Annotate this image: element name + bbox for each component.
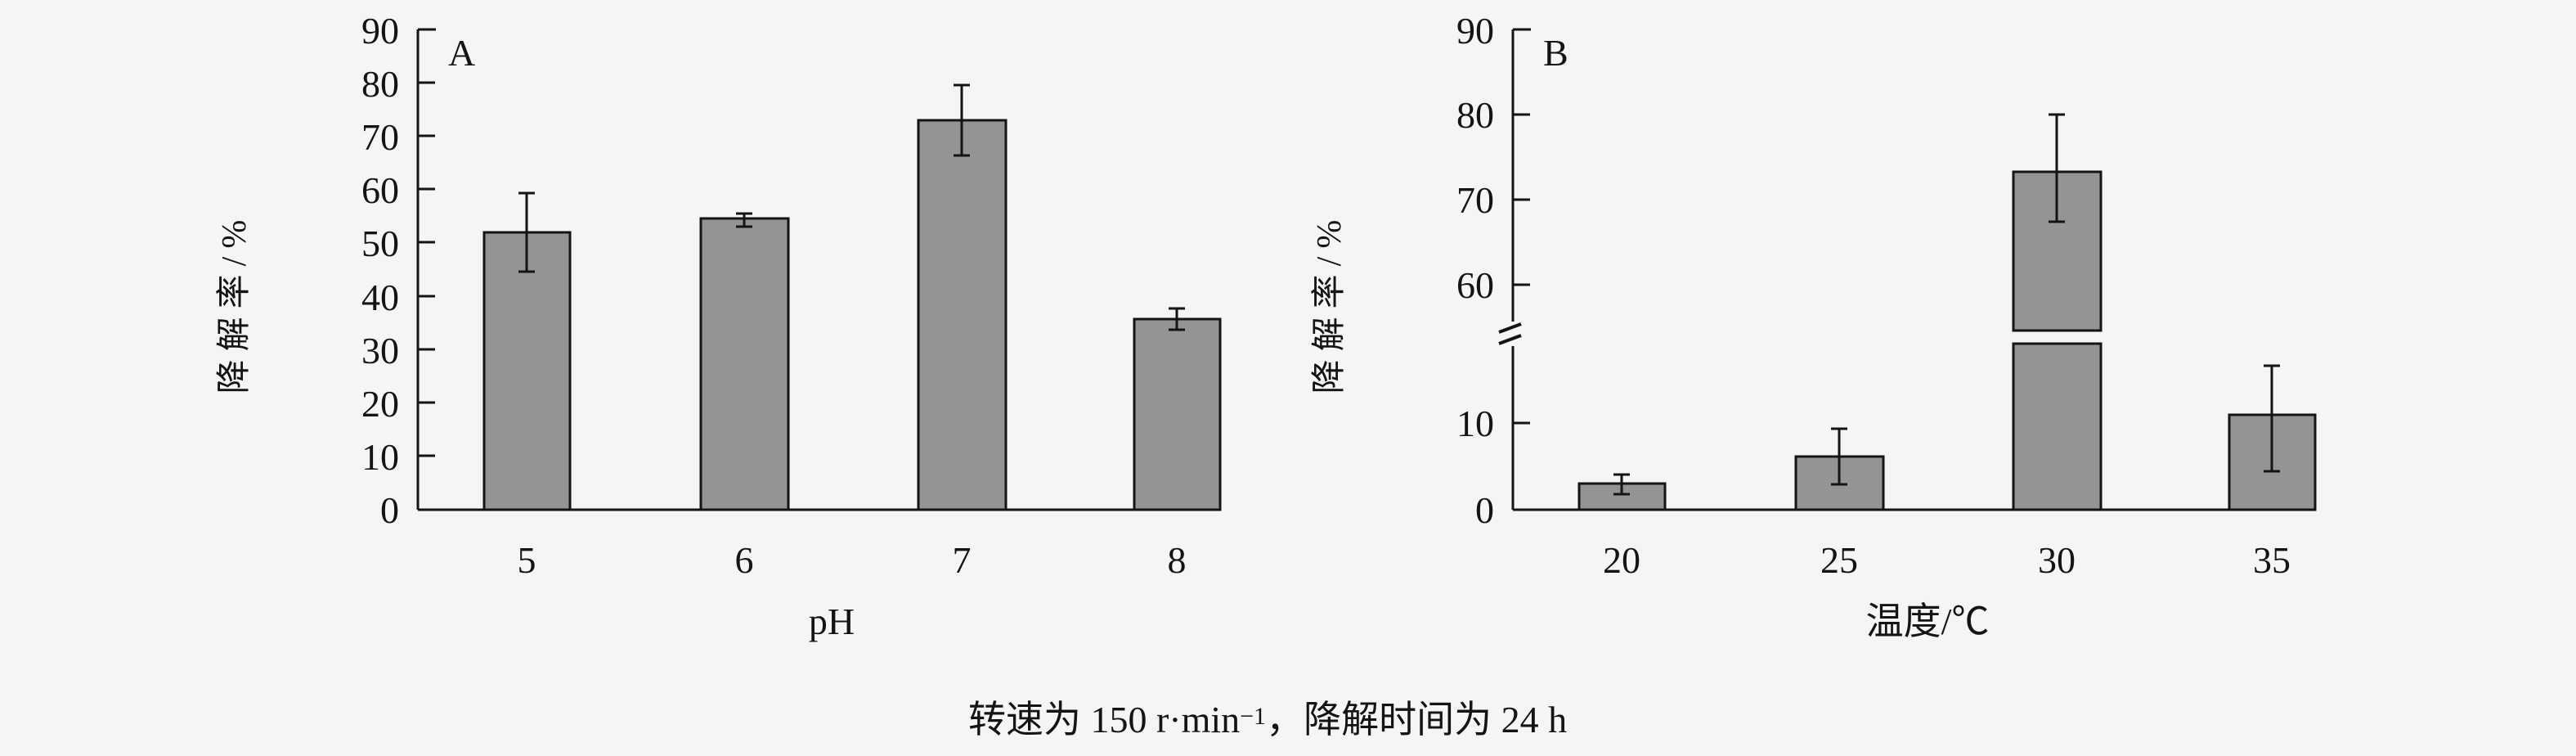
svg-text:80: 80 [361, 63, 399, 105]
svg-text:10: 10 [1456, 403, 1494, 444]
svg-text:5: 5 [518, 539, 536, 581]
svg-text:6: 6 [735, 539, 754, 581]
svg-text:35: 35 [2253, 539, 2291, 581]
svg-text:0: 0 [380, 489, 399, 531]
svg-text:30: 30 [2038, 539, 2076, 581]
svg-text:10: 10 [361, 436, 399, 478]
svg-text:70: 70 [361, 116, 399, 158]
svg-text:7: 7 [953, 539, 972, 581]
svg-text:pH: pH [809, 601, 855, 642]
svg-text:80: 80 [1456, 94, 1494, 136]
svg-text:30: 30 [361, 330, 399, 371]
svg-text:25: 25 [1820, 539, 1858, 581]
svg-text:温度/℃: 温度/℃ [1866, 601, 1990, 642]
svg-text:8: 8 [1168, 539, 1187, 581]
svg-text:B: B [1543, 32, 1568, 74]
svg-text:60: 60 [1456, 264, 1494, 306]
svg-text:20: 20 [361, 383, 399, 425]
svg-text:A: A [448, 32, 475, 74]
svg-text:降解率/%: 降解率/% [1310, 212, 1349, 394]
svg-text:降解率/%: 降解率/% [215, 212, 254, 394]
svg-text:90: 90 [361, 10, 399, 52]
svg-text:60: 60 [361, 169, 399, 211]
svg-text:90: 90 [1456, 10, 1494, 52]
svg-text:70: 70 [1456, 179, 1494, 221]
svg-text:0: 0 [1475, 489, 1494, 531]
svg-text:20: 20 [1603, 539, 1640, 581]
svg-text:50: 50 [361, 223, 399, 264]
svg-text:40: 40 [361, 277, 399, 318]
svg-text:转速为 150 r·min−1，降解时间为 24 h: 转速为 150 r·min−1，降解时间为 24 h [968, 699, 1567, 740]
